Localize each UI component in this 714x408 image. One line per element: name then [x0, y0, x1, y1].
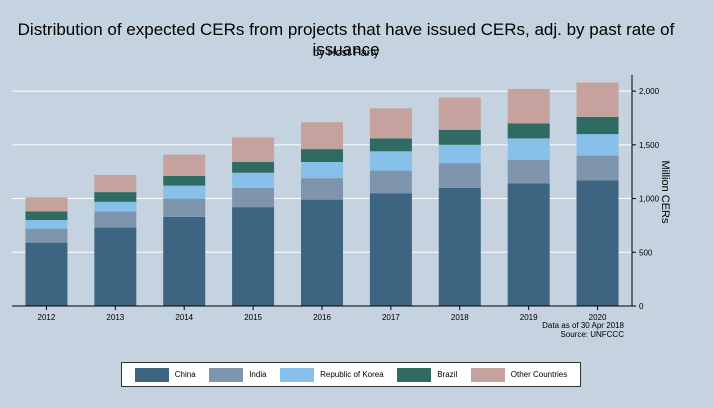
bar-china-2019: [507, 183, 550, 306]
bar-india-2014: [163, 198, 206, 217]
legend-item-republic-of-korea: Republic of Korea: [280, 367, 384, 382]
bar-other-countries-2013: [94, 174, 137, 193]
legend-item-india: India: [209, 367, 267, 382]
bar-india-2018: [438, 163, 481, 188]
x-tick-label: 2019: [520, 313, 538, 322]
bar-republic-of-korea-2014: [163, 185, 206, 199]
bar-china-2012: [25, 242, 68, 306]
bar-india-2013: [94, 211, 137, 228]
bar-brazil-2017: [369, 138, 412, 152]
bar-republic-of-korea-2012: [25, 220, 68, 229]
bar-china-2013: [94, 227, 137, 306]
x-tick-label: 2017: [382, 313, 400, 322]
x-tick-label: 2018: [451, 313, 469, 322]
x-tick-label: 2012: [38, 313, 56, 322]
bar-india-2012: [25, 228, 68, 243]
bar-india-2020: [576, 155, 619, 181]
bar-brazil-2016: [301, 149, 343, 163]
y-tick-label: 2,000: [639, 87, 660, 96]
axes: 0 500 1,000 1,500 2,000 2012 2013 2014 2015 2016 2…: [12, 75, 660, 322]
bar-india-2019: [507, 159, 550, 184]
bar-other-countries-2020: [576, 82, 619, 117]
legend-swatch: [134, 367, 169, 382]
bar-other-countries-2016: [301, 122, 343, 150]
chart-title: Distribution of expected CERs from proje…: [17, 20, 675, 59]
bar-other-countries-2017: [369, 108, 412, 139]
legend-swatch: [280, 367, 315, 382]
bar-brazil-2018: [438, 129, 481, 145]
data-date-note: Data as of 30 Apr 2018: [542, 321, 624, 330]
bar-other-countries-2019: [507, 88, 550, 124]
bar-brazil-2013: [94, 192, 137, 202]
bar-india-2015: [232, 187, 275, 208]
bars: [25, 82, 619, 306]
legend-item-china: China: [134, 367, 196, 382]
bar-other-countries-2014: [163, 154, 206, 176]
bar-brazil-2020: [576, 116, 619, 135]
y-axis-label: Million CERs: [659, 160, 671, 224]
legend-item-other-countries: Other Countries: [470, 367, 568, 382]
legend-swatch: [209, 367, 244, 382]
x-tick-label: 2015: [244, 313, 262, 322]
bar-other-countries-2012: [25, 197, 68, 212]
bar-brazil-2014: [163, 175, 206, 186]
bar-republic-of-korea-2016: [301, 162, 343, 179]
y-tick-label: 0: [639, 302, 644, 311]
legend-label: Republic of Korea: [320, 370, 384, 379]
bar-republic-of-korea-2017: [369, 151, 412, 171]
bar-brazil-2019: [507, 123, 550, 139]
bar-republic-of-korea-2020: [576, 134, 619, 156]
legend-item-brazil: Brazil: [397, 367, 458, 382]
source-note: Source: UNFCCC: [560, 330, 624, 339]
legend-label: China: [174, 370, 196, 379]
x-tick-label: 2014: [175, 313, 193, 322]
x-tick-label: 2013: [106, 313, 124, 322]
legend: China India Republic of Korea Brazil Other C…: [121, 362, 581, 387]
legend-label: India: [249, 370, 267, 379]
y-tick-label: 1,500: [639, 141, 660, 150]
bar-other-countries-2015: [232, 137, 275, 163]
bar-republic-of-korea-2013: [94, 201, 137, 212]
bar-india-2016: [301, 178, 343, 200]
legend-swatch: [470, 367, 505, 382]
chart-subtitle: by Host Party: [312, 47, 380, 59]
legend-swatch: [397, 367, 432, 382]
bar-china-2014: [163, 216, 206, 306]
x-tick-label: 2016: [313, 313, 331, 322]
bar-brazil-2012: [25, 211, 68, 221]
bar-republic-of-korea-2018: [438, 144, 481, 164]
bar-china-2015: [232, 207, 275, 306]
bar-republic-of-korea-2019: [507, 138, 550, 160]
y-tick-label: 1,000: [639, 195, 660, 204]
bar-india-2017: [369, 170, 412, 194]
x-tick-label: 2020: [589, 313, 607, 322]
legend-label: Other Countries: [510, 370, 568, 379]
bar-brazil-2015: [232, 162, 275, 173]
bar-other-countries-2018: [438, 97, 481, 130]
bar-china-2020: [576, 180, 619, 306]
y-tick-label: 500: [639, 248, 653, 257]
legend-label: Brazil: [437, 370, 458, 379]
bar-china-2018: [438, 187, 481, 306]
bar-republic-of-korea-2015: [232, 172, 275, 188]
bar-china-2016: [301, 199, 343, 306]
bar-china-2017: [369, 193, 412, 306]
